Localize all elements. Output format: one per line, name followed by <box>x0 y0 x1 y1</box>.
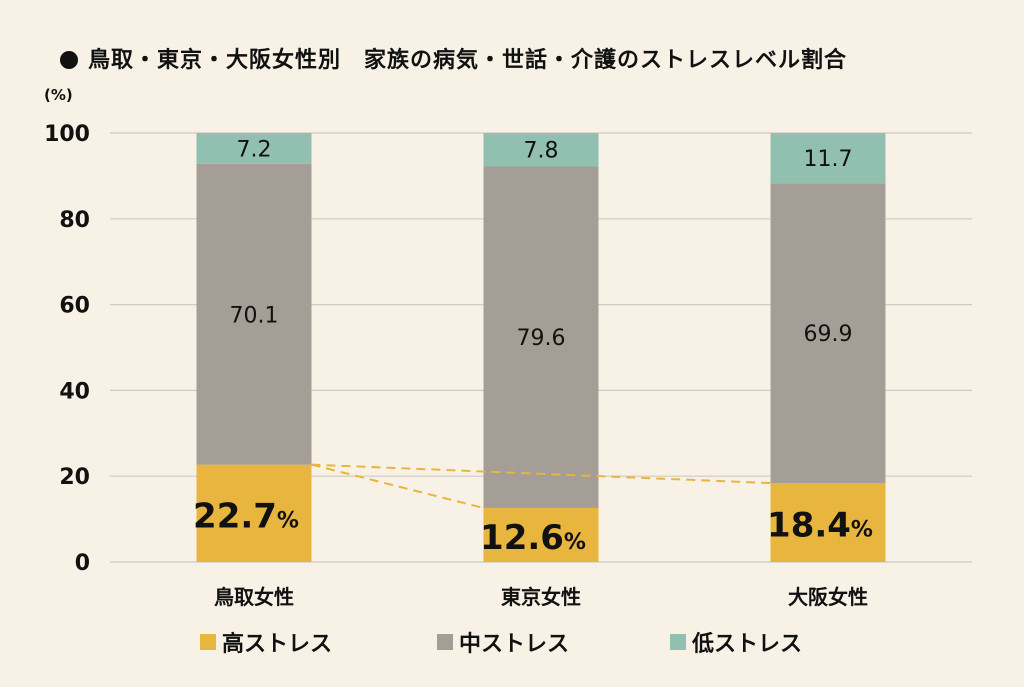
data-label-mid: 79.6 <box>517 326 566 351</box>
data-label-high: 18.4% <box>767 506 873 546</box>
data-label-low: 11.7 <box>804 147 853 172</box>
y-tick-label: 0 <box>75 551 90 576</box>
connector-dashed-line <box>311 463 484 509</box>
data-label-low: 7.2 <box>237 137 272 162</box>
data-label-high: 22.7% <box>193 496 299 536</box>
legend-swatch-high <box>200 634 216 650</box>
data-label-mid: 69.9 <box>804 322 853 347</box>
data-label-value: 12.6 <box>480 518 564 558</box>
legend: 高ストレス 中ストレス 低ストレス <box>0 626 1024 662</box>
data-label-percent: % <box>277 508 299 533</box>
bar-segment-mid <box>196 163 312 465</box>
connector-dashed-line <box>311 463 771 485</box>
data-label-low: 7.8 <box>524 139 559 164</box>
y-tick-label: 100 <box>44 122 90 147</box>
y-tick-label: 60 <box>59 294 90 319</box>
bullet-icon <box>60 51 78 69</box>
legend-label-high: 高ストレス <box>222 632 333 657</box>
bar-segment-low <box>770 133 886 184</box>
y-tick-label: 80 <box>59 208 90 233</box>
y-tick-label: 40 <box>59 379 90 404</box>
legend-label-low: 低ストレス <box>692 632 803 657</box>
legend-item-mid: 中ストレス <box>437 626 569 658</box>
y-axis-unit: (%) <box>44 86 73 104</box>
bar-segment-mid <box>483 166 599 508</box>
bar-segment-mid <box>770 183 886 484</box>
chart-title-text: 鳥取・東京・大阪女性別 家族の病気・世話・介護のストレスレベル割合 <box>88 48 848 73</box>
legend-label-mid: 中ストレス <box>459 632 570 657</box>
data-label-high: 12.6% <box>480 518 586 558</box>
legend-swatch-low <box>670 634 686 650</box>
bar-segment-high <box>196 464 312 562</box>
legend-item-high: 高ストレス <box>200 626 332 658</box>
x-category-label: 東京女性 <box>501 585 581 609</box>
legend-swatch-mid <box>437 634 453 650</box>
data-label-percent: % <box>564 530 586 555</box>
x-category-label: 大阪女性 <box>788 585 868 609</box>
bar-segment-low <box>196 133 312 164</box>
data-label-percent: % <box>851 518 873 543</box>
y-tick-label: 20 <box>59 465 90 490</box>
data-label-mid: 70.1 <box>230 303 279 328</box>
data-label-value: 22.7 <box>193 496 277 536</box>
bar-segment-high <box>483 507 599 562</box>
data-label-value: 18.4 <box>767 506 851 546</box>
bar-segment-low <box>483 133 599 167</box>
legend-item-low: 低ストレス <box>670 626 802 658</box>
chart-title: 鳥取・東京・大阪女性別 家族の病気・世話・介護のストレスレベル割合 <box>60 42 847 74</box>
x-category-label: 鳥取女性 <box>214 585 294 609</box>
bar-segment-high <box>770 483 886 562</box>
